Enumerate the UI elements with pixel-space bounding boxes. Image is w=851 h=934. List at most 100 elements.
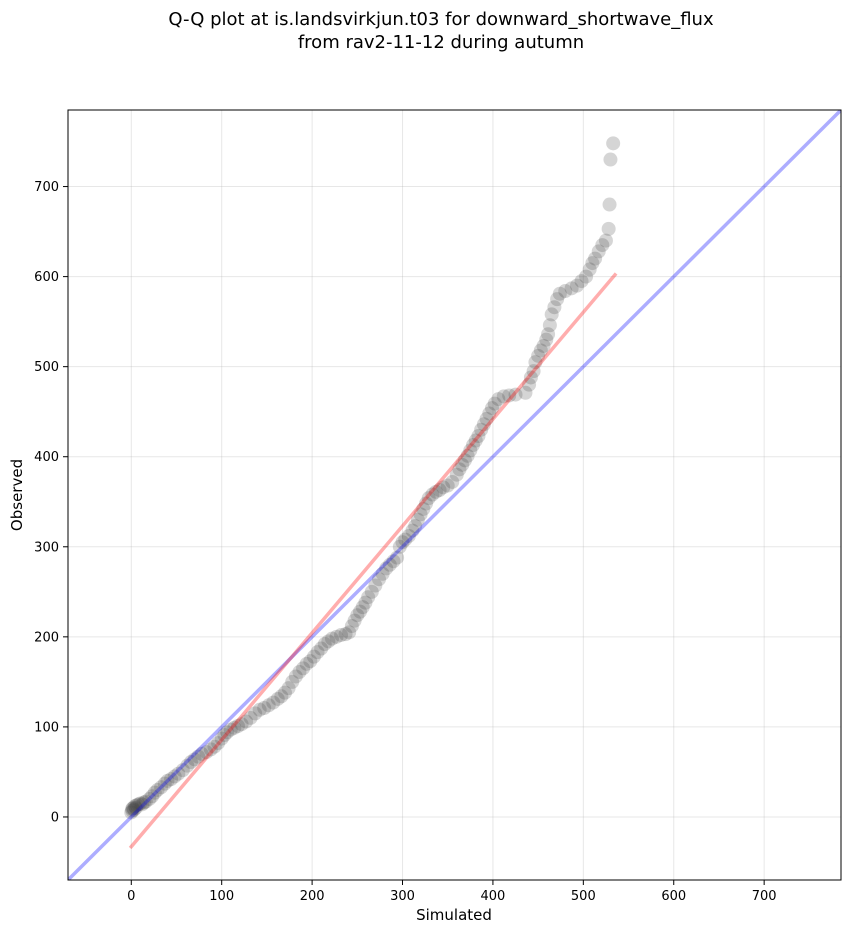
data-point [386,554,401,569]
data-point [595,238,610,253]
x-axis-label: Simulated [416,906,492,924]
data-point [398,532,413,547]
data-point [350,608,365,623]
x-tick-label: 0 [127,889,135,904]
plot-area [68,110,841,880]
data-point [522,377,537,392]
data-point [347,613,362,628]
data-point [479,411,494,426]
data-point [421,491,436,506]
data-point [187,752,202,767]
scatter-points [124,136,621,820]
data-point [416,501,431,516]
data-point [570,278,585,293]
data-point [288,669,303,684]
data-point [124,805,139,820]
data-point [234,717,249,732]
data-point [579,269,594,284]
data-point [261,698,276,713]
y-tick-label: 0 [51,810,59,825]
data-point [126,800,141,815]
data-point [466,438,481,453]
data-point [449,467,464,482]
data-point [436,480,451,495]
data-point [126,802,141,817]
data-point [136,795,151,810]
data-point [194,746,209,761]
data-point [364,584,379,599]
fit-line [128,272,618,850]
data-point [496,389,511,404]
data-point [390,550,405,565]
data-point [558,284,573,299]
data-point [317,637,332,652]
data-point [338,627,353,642]
data-point [541,327,556,342]
data-point [321,634,336,649]
y-axis-ticks: 0 100 200 300 400 500 600 700 [34,180,68,825]
data-point [358,595,373,610]
x-tick-label: 100 [209,889,234,904]
x-tick-label: 600 [661,889,686,904]
data-point [476,417,491,432]
data-point [401,528,416,543]
data-point [392,539,407,554]
data-point [457,453,472,468]
data-point [142,791,157,806]
data-point [342,625,357,640]
data-point [285,674,300,689]
data-point [175,763,190,778]
data-point [591,244,606,259]
chart-title-line-2: from rav2-11-12 during autumn [298,32,584,53]
data-point [455,457,470,472]
grid-lines [68,110,841,880]
data-point [243,710,258,725]
data-point [281,681,296,696]
data-point [601,221,616,236]
data-point [428,484,443,499]
data-point [306,649,321,664]
data-point [274,689,289,704]
data-point [542,318,557,333]
data-point [277,685,292,700]
data-point [203,742,218,757]
data-point [528,355,543,370]
data-point [167,769,182,784]
y-axis-label: Observed [8,459,26,531]
x-tick-label: 400 [481,889,506,904]
data-point [372,572,387,587]
data-point [214,731,229,746]
data-point [223,722,238,737]
data-point [487,396,502,411]
data-point [361,590,376,605]
data-point [266,695,281,710]
data-point [550,292,565,307]
data-point [536,338,551,353]
data-point [145,789,160,804]
data-point [375,566,390,581]
data-point [252,702,267,717]
data-point [150,782,165,797]
data-point [485,401,500,416]
data-point [125,803,140,818]
data-point [502,388,517,403]
data-point [180,758,195,773]
data-point [452,462,467,477]
data-point [410,512,425,527]
one-to-one-line [68,110,841,880]
data-point [329,629,344,644]
data-point [211,736,226,751]
data-point [154,780,169,795]
data-point [199,745,214,760]
data-point [460,448,475,463]
data-point [547,300,562,315]
data-point [468,433,483,448]
chart-title-line-1: Q-Q plot at is.landsvirkjun.t03 for down… [168,9,714,30]
data-point [296,661,311,676]
data-point [230,719,245,733]
data-point [131,797,146,812]
data-point [191,749,206,764]
data-point [413,507,428,522]
data-point [582,262,597,277]
data-point [395,535,410,550]
